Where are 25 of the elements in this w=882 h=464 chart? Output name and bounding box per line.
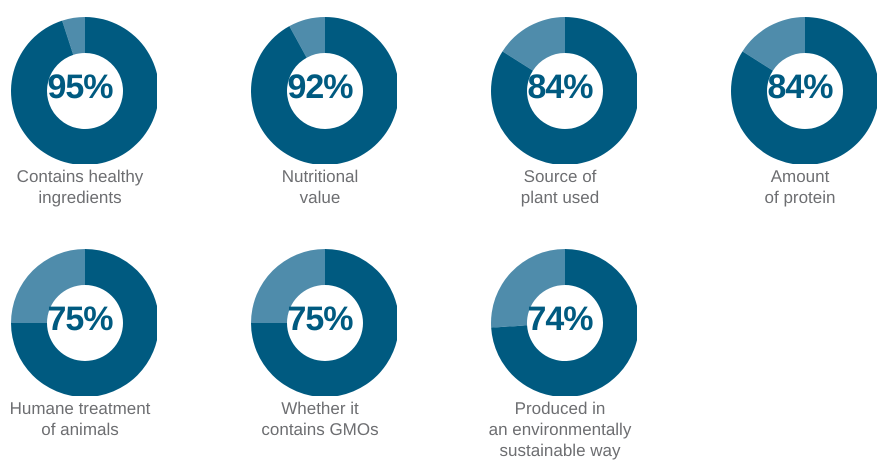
donut-slice xyxy=(289,17,325,58)
donut-slice xyxy=(11,249,157,396)
text: Amount of protein xyxy=(764,166,836,208)
donut-slice xyxy=(251,249,397,396)
text: Nutritional value xyxy=(280,166,360,208)
donut-slice xyxy=(731,17,877,164)
text: Contains healthy ingredients xyxy=(16,166,144,208)
donut-slice xyxy=(491,17,637,164)
text: Produced in an environmentally sustainable way xyxy=(488,398,632,461)
text: 75% xyxy=(47,300,114,338)
donut-slice xyxy=(62,17,85,55)
text: 84% xyxy=(527,68,594,106)
donut-slice xyxy=(11,17,157,164)
text: Whether it contains GMOs xyxy=(260,398,380,440)
text: 92% xyxy=(287,68,354,106)
donut-slice xyxy=(491,249,637,396)
donut-slice xyxy=(742,17,805,71)
text: 95% xyxy=(47,68,114,106)
text: Humane treatment of animals xyxy=(8,398,152,440)
text: Source of plant used xyxy=(520,166,600,208)
donut-slice xyxy=(251,17,397,164)
text: 74% xyxy=(527,300,594,338)
text: 75% xyxy=(287,300,354,338)
text: 84% xyxy=(767,68,834,106)
donut-slice xyxy=(502,17,565,71)
